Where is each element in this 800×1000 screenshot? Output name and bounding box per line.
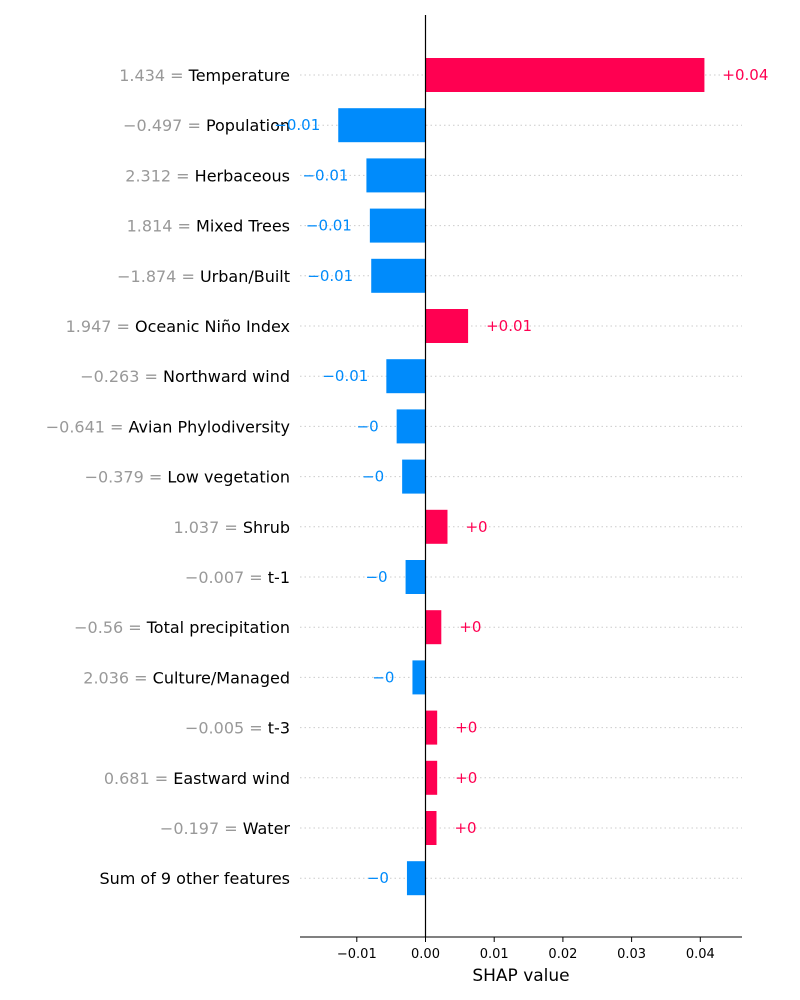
bar-value-label: +0.01	[486, 317, 532, 335]
bar	[402, 459, 426, 494]
bar-value-label: −0.01	[302, 166, 348, 184]
feature-name: Mixed Trees	[196, 217, 290, 236]
feature-name: Northward wind	[163, 367, 290, 386]
bar	[338, 108, 426, 143]
feature-name: Water	[243, 819, 291, 838]
feature-value: 1.814 =	[127, 217, 196, 236]
x-tick-label: 0.03	[617, 947, 646, 962]
feature-value: −0.379 =	[85, 468, 168, 487]
feature-label: 1.037 = Shrub	[173, 518, 290, 537]
bar	[425, 760, 438, 795]
feature-name: Population	[206, 116, 290, 135]
feature-label: 0.681 = Eastward wind	[104, 769, 290, 788]
feature-label: −0.641 = Avian Phylodiversity	[46, 417, 290, 436]
feature-label: 1.814 = Mixed Trees	[127, 217, 290, 236]
feature-value: −0.497 =	[123, 116, 206, 135]
bar	[425, 58, 705, 92]
bar-value-label: −0.01	[274, 116, 320, 134]
feature-label: 2.036 = Culture/Managed	[83, 668, 290, 687]
bar-value-label: −0.01	[322, 367, 368, 385]
bar	[406, 861, 426, 896]
feature-value: 1.037 =	[173, 518, 242, 537]
feature-name: Culture/Managed	[153, 668, 290, 687]
feature-value: 1.947 =	[66, 317, 135, 336]
feature-label: −0.005 = t-3	[185, 719, 290, 738]
bar-value-label: −0	[362, 468, 384, 486]
bar-value-label: −0	[367, 869, 389, 887]
x-tick-label: 0.02	[548, 947, 577, 962]
feature-value: −0.005 =	[185, 719, 268, 738]
bar	[386, 359, 426, 394]
bar	[412, 660, 426, 695]
bar-value-label: −0.01	[307, 267, 353, 285]
bars	[338, 58, 705, 896]
feature-name: Oceanic Niño Index	[135, 317, 290, 336]
feature-name: Urban/Built	[200, 267, 290, 286]
bar-value-label: −0	[365, 568, 387, 586]
feature-value: 1.434 =	[119, 66, 188, 85]
feature-label: −0.379 = Low vegetation	[85, 468, 290, 487]
feature-name: Sum of 9 other features	[99, 869, 290, 888]
bar-value-label: +0	[455, 719, 477, 737]
feature-name: Total precipitation	[146, 618, 290, 637]
feature-label: −1.874 = Urban/Built	[117, 267, 290, 286]
feature-label: −0.007 = t-1	[185, 568, 290, 587]
bar	[369, 208, 426, 243]
x-tick-label: 0.01	[480, 947, 509, 962]
feature-value: −1.874 =	[117, 267, 200, 286]
feature-name: Herbaceous	[195, 166, 290, 185]
x-tick-label: 0.00	[411, 947, 440, 962]
feature-value: 0.681 =	[104, 769, 173, 788]
bar	[425, 309, 469, 343]
feature-name: Avian Phylodiversity	[129, 417, 290, 436]
feature-name: Eastward wind	[173, 769, 290, 788]
feature-name: Low vegetation	[167, 468, 290, 487]
feature-label: 1.434 = Temperature	[119, 66, 290, 85]
feature-label: −0.56 = Total precipitation	[74, 618, 290, 637]
bar	[371, 258, 426, 293]
feature-value: −0.007 =	[185, 568, 268, 587]
feature-value: 2.312 =	[125, 166, 194, 185]
bar	[425, 509, 448, 544]
bar-value-label: +0	[455, 769, 477, 787]
bar-value-labels: +0.04 −0.01 −0.01 −0.01 −0.01 +0.01 −0.01 −0 −0 +…	[274, 66, 768, 887]
x-axis: −0.01 0.00 0.01 0.02 0.03 0.04	[300, 936, 742, 962]
x-tick-label: −0.01	[337, 947, 377, 962]
bar-value-label: +0.04	[722, 66, 768, 84]
feature-label: −0.497 = Population	[123, 116, 290, 135]
feature-value: −0.197 =	[160, 819, 243, 838]
bar-value-label: +0	[459, 618, 481, 636]
x-axis-title: SHAP value	[472, 966, 569, 986]
gridlines	[300, 74, 742, 879]
feature-name: Temperature	[188, 66, 290, 85]
x-tick-label: 0.04	[686, 947, 715, 962]
feature-label: 2.312 = Herbaceous	[125, 166, 290, 185]
bar	[405, 560, 426, 594]
bar	[425, 710, 438, 745]
feature-value: 2.036 =	[83, 668, 152, 687]
bar-value-label: −0	[357, 417, 379, 435]
feature-value: −0.263 =	[80, 367, 163, 386]
bar	[396, 409, 426, 444]
bar	[425, 610, 442, 645]
feature-label: 1.947 = Oceanic Niño Index	[66, 317, 290, 336]
bar	[366, 158, 426, 193]
feature-name: t-3	[268, 719, 290, 738]
feature-label: −0.197 = Water	[160, 819, 291, 838]
feature-labels: 1.434 = Temperature −0.497 = Population 2.…	[46, 66, 291, 888]
bar-value-label: −0.01	[306, 217, 352, 235]
feature-label: −0.263 = Northward wind	[80, 367, 290, 386]
feature-value: −0.641 =	[46, 417, 129, 436]
feature-label: Sum of 9 other features	[99, 869, 290, 888]
bar	[425, 811, 437, 845]
feature-name: Shrub	[243, 518, 290, 537]
bar-value-label: +0	[454, 819, 476, 837]
bar-value-label: −0	[372, 668, 394, 686]
bar-value-label: +0	[465, 518, 487, 536]
feature-value: −0.56 =	[74, 618, 147, 637]
feature-name: t-1	[268, 568, 290, 587]
